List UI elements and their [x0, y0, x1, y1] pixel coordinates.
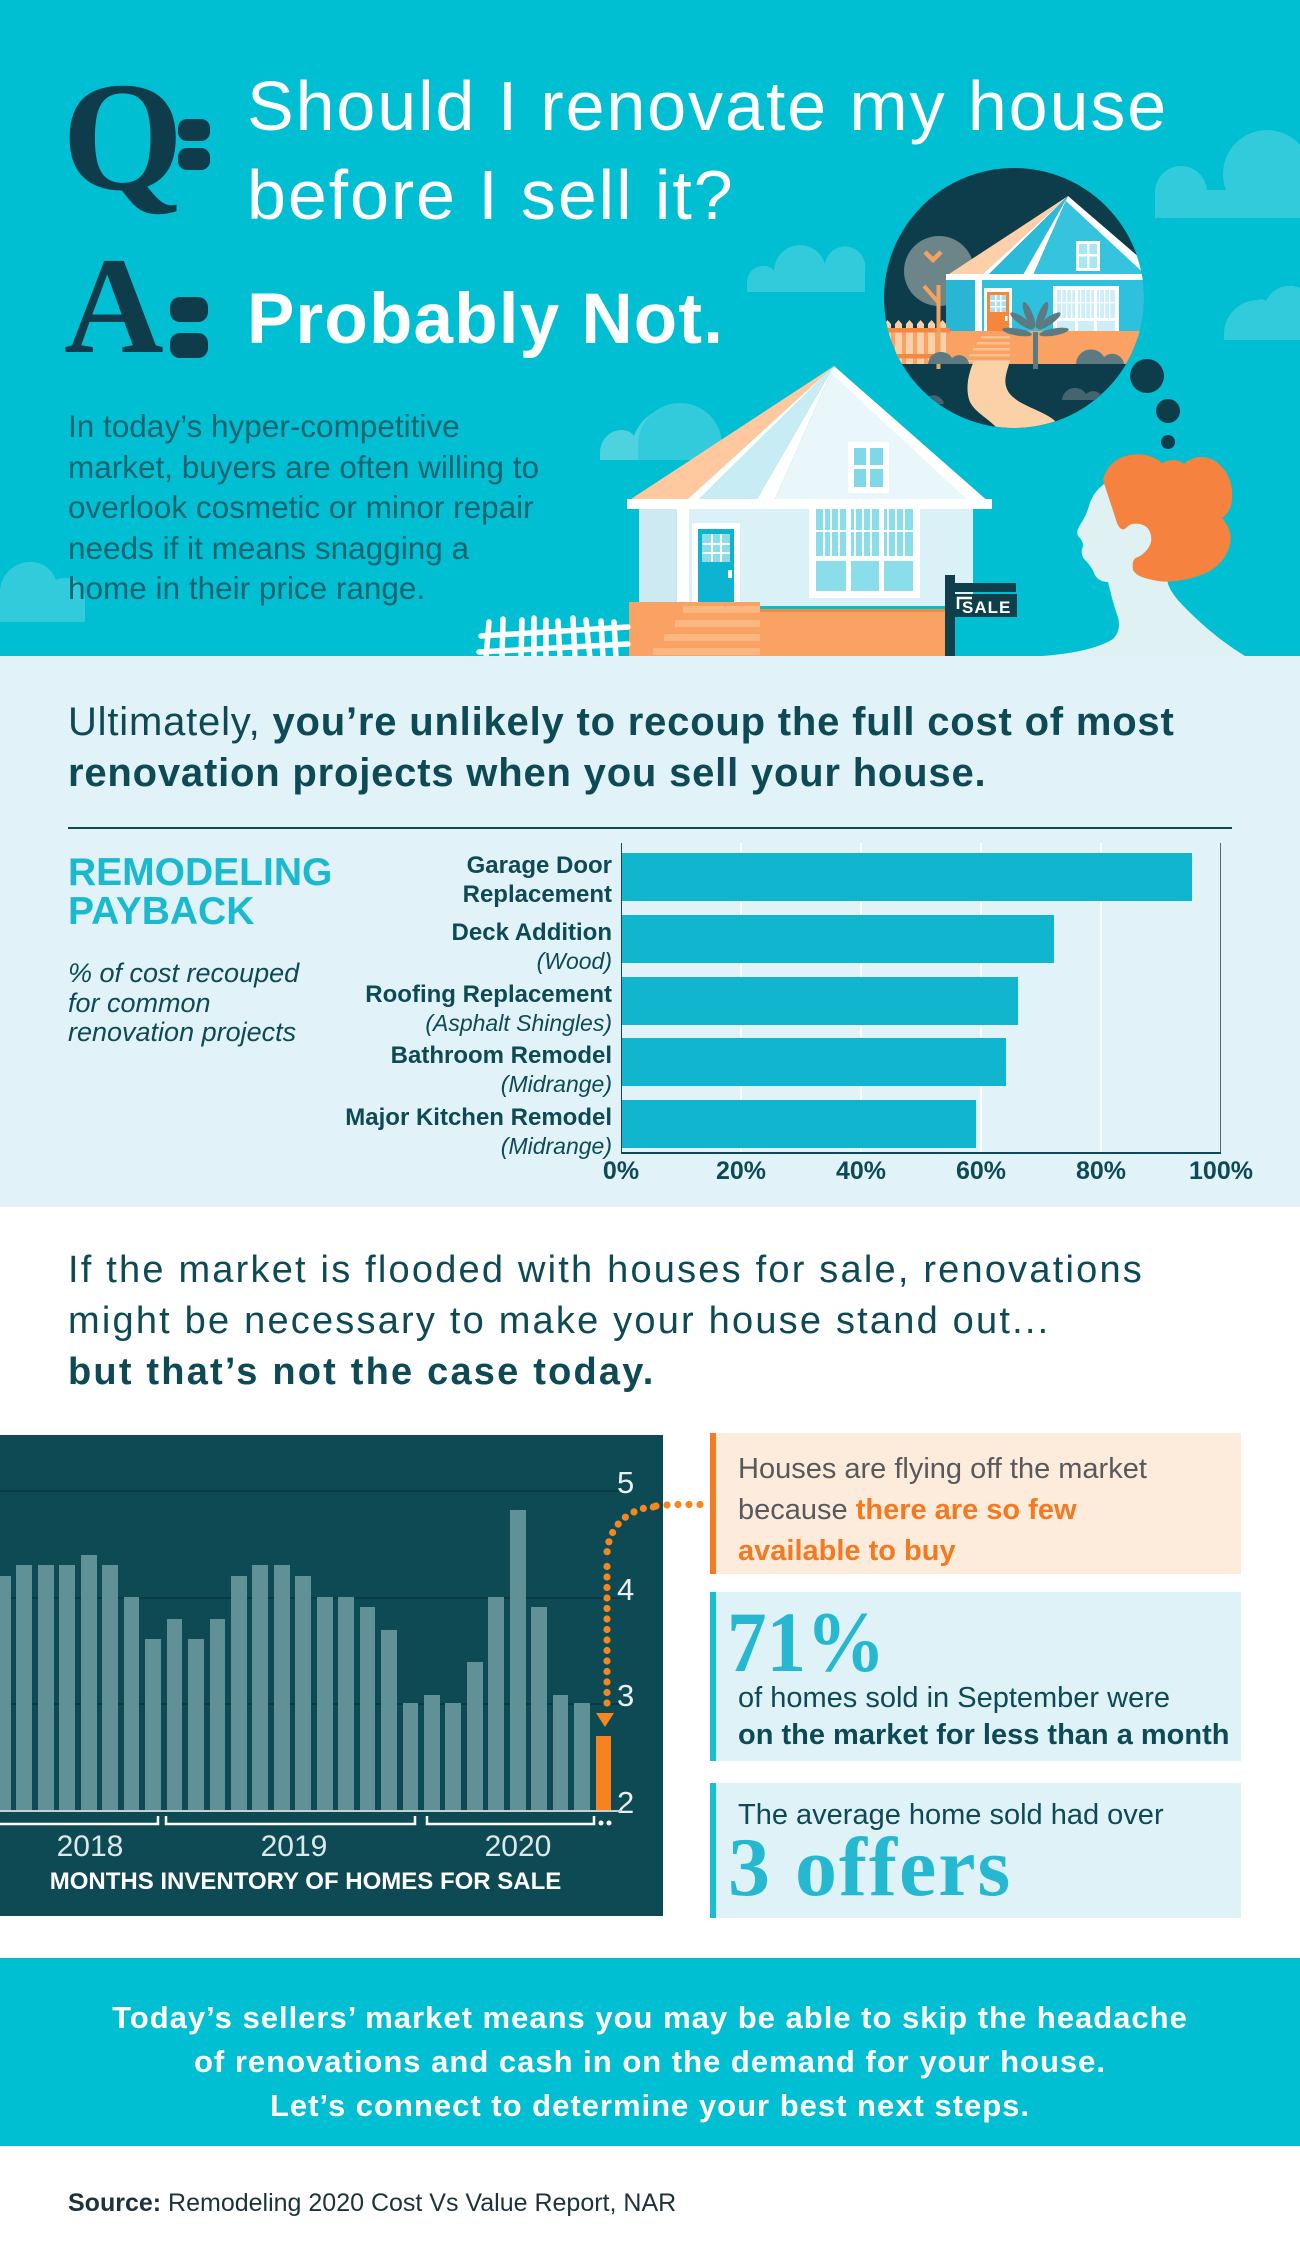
svg-text:SALE: SALE — [962, 598, 1011, 617]
